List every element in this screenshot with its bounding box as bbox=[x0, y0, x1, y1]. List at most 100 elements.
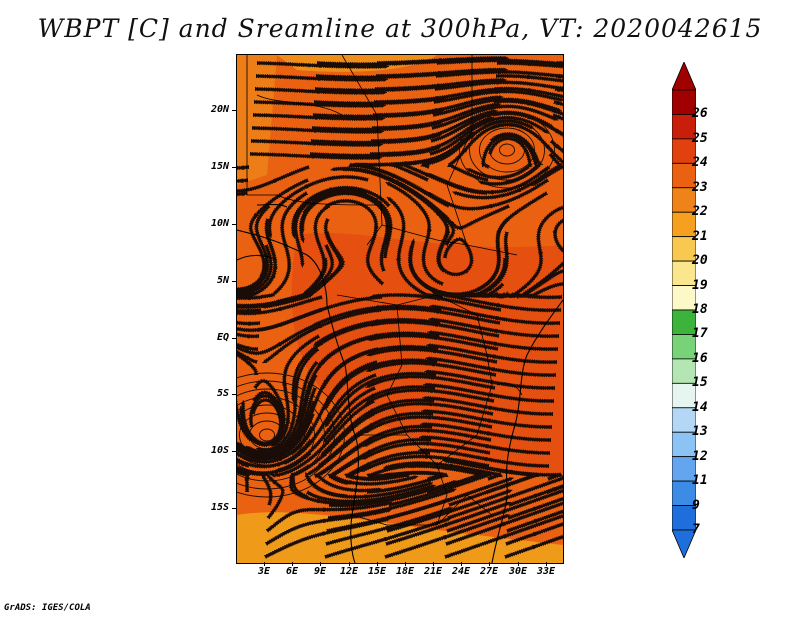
streamline-arrow bbox=[495, 89, 501, 95]
streamline-arrow bbox=[245, 360, 251, 365]
map-title: WBPT [C] and Sreamline at 300hPa, VT: 20… bbox=[37, 14, 763, 43]
streamline bbox=[237, 352, 259, 376]
streamline bbox=[555, 73, 563, 79]
lon-tick bbox=[489, 562, 490, 566]
lon-label: 33E bbox=[536, 566, 556, 577]
streamline-arrow bbox=[552, 230, 558, 236]
colorbar-label: 7 bbox=[692, 522, 700, 537]
lat-label: 5S bbox=[216, 388, 229, 399]
colorbar-label: 23 bbox=[692, 179, 708, 195]
colorbar-segment bbox=[672, 285, 696, 311]
border-8 bbox=[355, 434, 478, 466]
streamline-arrow bbox=[538, 251, 543, 257]
colorbar-label: 22 bbox=[692, 204, 708, 220]
border-1 bbox=[246, 55, 277, 196]
lat-tick bbox=[232, 110, 236, 111]
lat-label: 15N bbox=[210, 161, 229, 172]
streamline-arrow bbox=[496, 80, 502, 85]
lon-label: 27E bbox=[479, 566, 499, 577]
streamline-arrow bbox=[527, 74, 533, 80]
vortex-ring bbox=[469, 119, 545, 181]
coast-bight bbox=[256, 203, 288, 208]
colorbar-segment bbox=[672, 480, 696, 506]
streamline-arrow bbox=[498, 69, 503, 75]
lon-tick bbox=[320, 562, 321, 566]
lon-tick bbox=[461, 562, 462, 566]
borders bbox=[246, 55, 523, 526]
colorbar-segment bbox=[672, 382, 696, 409]
lon-tick bbox=[518, 562, 519, 566]
coastlines bbox=[237, 203, 563, 563]
border-12 bbox=[276, 194, 378, 206]
coastline-west bbox=[237, 229, 359, 563]
vortex-ring bbox=[237, 372, 345, 498]
map-panel bbox=[236, 54, 564, 564]
colorbar bbox=[672, 62, 696, 558]
lat-label: 15S bbox=[210, 502, 229, 513]
streamline-arrow bbox=[239, 462, 245, 467]
map-canvas bbox=[237, 55, 563, 563]
streamline-arrow bbox=[557, 114, 563, 120]
lat-label: 20N bbox=[210, 104, 229, 115]
coastline-east bbox=[491, 299, 563, 563]
lon-label: 6E bbox=[285, 566, 299, 577]
streamline-arrow bbox=[558, 74, 563, 79]
lon-label: 30E bbox=[508, 566, 528, 577]
lat-label: 10N bbox=[210, 218, 229, 229]
lon-label: 3E bbox=[257, 566, 271, 577]
colorbar-label: 26 bbox=[692, 106, 708, 122]
border-11 bbox=[256, 94, 343, 116]
vortex-ring bbox=[479, 127, 535, 173]
lon-tick bbox=[292, 562, 293, 566]
colorbar-label: 19 bbox=[692, 277, 708, 293]
streamline-arrow bbox=[559, 60, 563, 66]
vortex-ring bbox=[237, 404, 305, 466]
streamline-arrow bbox=[396, 255, 401, 261]
border-6 bbox=[386, 304, 408, 436]
lat-label: 10S bbox=[210, 445, 229, 456]
lat-tick bbox=[232, 451, 236, 452]
lon-tick bbox=[405, 562, 406, 566]
lake bbox=[496, 382, 523, 396]
streamline-arrow bbox=[483, 444, 489, 449]
vortex-ring bbox=[249, 420, 285, 450]
colorbar-label: 12 bbox=[692, 448, 708, 464]
lon-label: 12E bbox=[339, 566, 359, 577]
streamline-arrow bbox=[485, 418, 491, 423]
border-7 bbox=[476, 314, 493, 436]
vortex-ring bbox=[499, 143, 515, 157]
lon-label: 9E bbox=[313, 566, 327, 577]
streamline-arrow bbox=[244, 334, 250, 339]
colorbar-segment bbox=[672, 89, 696, 115]
streamline-arrow bbox=[238, 178, 244, 184]
streamline-arrow bbox=[555, 144, 561, 149]
border-3 bbox=[446, 55, 473, 246]
colorbar-segment bbox=[672, 138, 696, 164]
colorbar-bottom-arrow bbox=[672, 529, 696, 558]
streamline-arrow bbox=[239, 446, 245, 452]
lat-tick bbox=[232, 338, 236, 339]
streamline bbox=[556, 60, 563, 66]
streamline-arrow bbox=[555, 128, 561, 133]
colorbar-label: 24 bbox=[692, 155, 708, 171]
streamline-arrow bbox=[528, 61, 534, 67]
colorbar-label: 20 bbox=[692, 253, 708, 269]
border-4 bbox=[381, 224, 518, 256]
streamline-arrow bbox=[490, 105, 496, 111]
lon-label: 18E bbox=[395, 566, 415, 577]
colorbar-top-arrow bbox=[672, 62, 696, 91]
colorbar-label: 9 bbox=[692, 497, 700, 513]
lon-label: 24E bbox=[451, 566, 471, 577]
lon-tick bbox=[264, 562, 265, 566]
border-10 bbox=[436, 464, 448, 526]
streamline-arrow bbox=[462, 147, 468, 153]
vortex-ring bbox=[459, 111, 555, 189]
lon-tick bbox=[377, 562, 378, 566]
lon-tick bbox=[546, 562, 547, 566]
colorbar-label: 14 bbox=[692, 399, 708, 415]
streamline-arrow bbox=[239, 191, 245, 197]
footer-credit: GrADS: IGES/COLA bbox=[4, 603, 91, 613]
lat-tick bbox=[232, 508, 236, 509]
streamline-arrow bbox=[532, 545, 537, 550]
coast-gulf bbox=[237, 254, 278, 261]
